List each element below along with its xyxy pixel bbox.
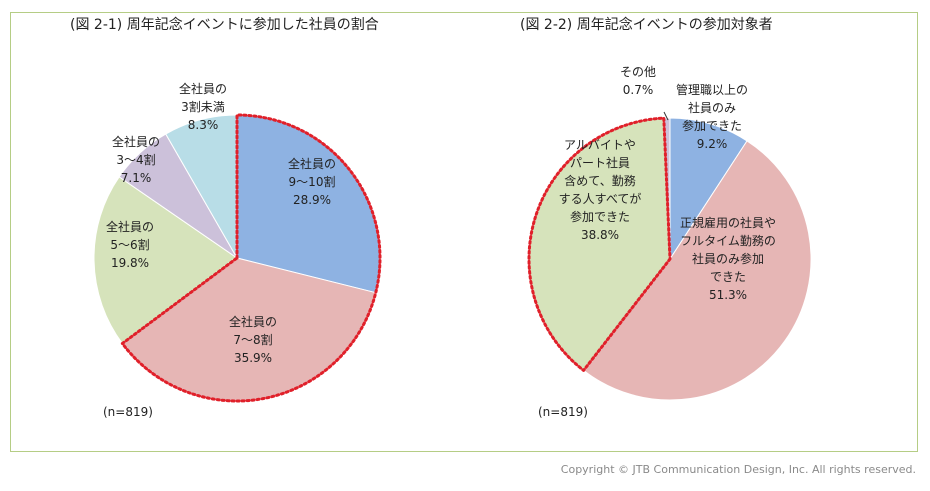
slice-label-1-1: 全社員の 9～10割 28.9% [288,156,336,207]
slice-value-2-3: 38.8% [581,228,619,242]
slice-value-2-4: 0.7% [623,83,654,97]
slice-label-line-2-2: フルタイム勤務の [680,234,776,248]
pie-slice-2-2 [582,140,812,401]
slice-label-1-3: 全社員の 5～6割 19.8% [106,219,154,270]
slice-label-line-1-3: 全社員の [106,219,154,234]
slice-label-line-1-4: 3～4割 [116,152,155,167]
slice-label-line-2-3: パート社員 [570,155,630,170]
slice-label-line-2-2: できた [710,270,746,284]
slice-label-2-4: その他 0.7% [620,65,656,97]
highlight-outline-1 [120,113,382,403]
slice-label-line-1-5: 3割未満 [181,99,225,114]
slice-label-line-1-1: 9～10割 [289,174,336,189]
slice-value-1-1: 28.9% [293,193,331,207]
slice-value-1-2: 35.9% [234,351,272,365]
slice-label-line-1-5: 全社員の [179,81,227,96]
highlight-outline-2 [527,116,672,372]
slice-label-2-3: アルバイトやパート社員含めて、勤務する人すべてが参加できた 38.8% [559,138,642,242]
sample-size-right: (n=819) [538,405,588,419]
slice-value-1-5: 8.3% [188,118,219,132]
slice-label-2-1: 管理職以上の社員のみ参加できた 9.2% [676,82,748,151]
slice-label-line-2-3: アルバイトや [564,138,636,152]
slice-label-line-2-2: 社員のみ参加 [692,251,764,266]
chart-title-left: (図 2-1) 周年記念イベントに参加した社員の割合 [70,17,379,33]
pie-slice-1-3 [93,176,238,345]
slice-label-line-2-1: 社員のみ [688,100,736,115]
slice-label-line-1-1: 全社員の [288,156,336,171]
slice-label-line-1-4: 全社員の [112,134,160,149]
slice-value-2-1: 9.2% [697,137,728,151]
slice-label-2-2: 正規雇用の社員やフルタイム勤務の社員のみ参加できた 51.3% [680,215,776,302]
slice-label-line-2-1: 管理職以上の [676,82,748,97]
slice-label-line-2-3: する人すべてが [559,191,642,206]
slice-label-line-1-2: 7～8割 [233,332,272,347]
slice-label-line-2-2: 正規雇用の社員や [680,215,776,230]
slice-label-line-1-3: 5～6割 [110,237,149,252]
chart-title-right: (図 2-2) 周年記念イベントの参加対象者 [520,17,773,33]
slice-label-1-2: 全社員の 7～8割 35.9% [229,314,277,365]
slice-value-1-3: 19.8% [111,256,149,270]
slice-label-line-2-3: 含めて、勤務 [564,173,635,188]
slice-label-line-2-4: その他 [620,65,656,79]
pie-slice-2-1 [669,117,748,261]
leader-line-2-4 [663,111,669,121]
slice-label-line-2-3: 参加できた [570,209,630,224]
copyright-notice: Copyright © JTB Communication Design, In… [560,463,916,476]
slice-label-1-4: 全社員の 3～4割 7.1% [112,134,160,185]
slice-label-line-1-2: 全社員の [229,314,277,329]
sample-size-left: (n=819) [103,405,153,419]
slice-value-1-4: 7.1% [121,171,152,185]
slice-value-2-2: 51.3% [709,288,747,302]
slice-label-1-5: 全社員の 3割未満 8.3% [179,81,227,132]
slice-label-line-2-1: 参加できた [682,118,742,133]
